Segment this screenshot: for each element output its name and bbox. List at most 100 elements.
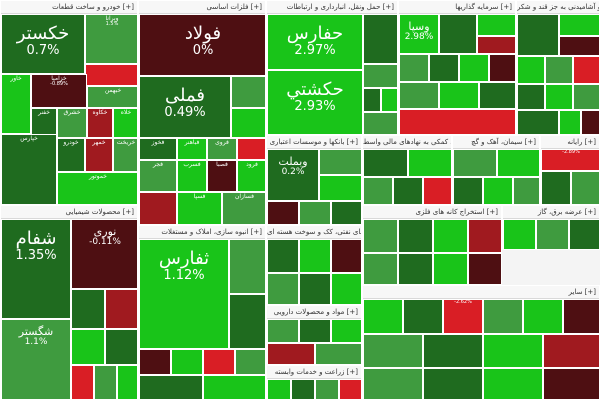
stock-tile[interactable] [363, 64, 397, 88]
sector-title[interactable]: محصولات غذایی و آشامیدنی به جز قند و شکر… [517, 1, 599, 14]
stock-tile[interactable] [477, 36, 515, 54]
stock-tile[interactable] [393, 177, 423, 204]
stock-tile[interactable] [543, 334, 599, 368]
stock-tile[interactable] [423, 334, 483, 368]
stock-tile[interactable] [403, 299, 443, 334]
stock-tile[interactable] [363, 14, 397, 64]
stock-tile[interactable] [105, 289, 137, 329]
stock-tile[interactable]: فجر [139, 160, 177, 192]
stock-tile[interactable] [363, 368, 423, 399]
stock-tile[interactable] [517, 14, 559, 56]
stock-tile[interactable] [423, 177, 451, 204]
stock-tile[interactable]: فباهنر [177, 138, 207, 160]
stock-tile[interactable] [71, 365, 94, 399]
stock-tile[interactable] [559, 110, 581, 134]
stock-tile[interactable] [267, 379, 291, 399]
stock-tile[interactable] [459, 54, 489, 82]
stock-tile[interactable]: -2.62% [443, 299, 483, 334]
sector-title[interactable]: فعالیتهای کمکی به نهادهای مالی واسط [+] [363, 136, 451, 149]
stock-tile[interactable]: خمهر [85, 138, 113, 172]
stock-tile[interactable] [453, 177, 483, 204]
stock-tile[interactable] [581, 110, 599, 134]
stock-tile[interactable] [315, 343, 361, 364]
stock-tile[interactable] [398, 253, 433, 284]
stock-tile[interactable] [363, 299, 403, 334]
stock-tile[interactable] [483, 334, 543, 368]
stock-tile[interactable]: فرود [237, 160, 265, 192]
stock-tile[interactable] [536, 219, 569, 249]
stock-tile[interactable] [299, 273, 331, 304]
stock-tile[interactable] [363, 149, 408, 177]
stock-tile[interactable]: فولاد 0% [139, 14, 265, 76]
sector-title[interactable]: عرضه برق، گاز [+] [503, 206, 599, 219]
stock-tile[interactable] [363, 112, 397, 134]
stock-tile[interactable] [267, 273, 299, 304]
sector-title[interactable]: خودرو و ساخت قطعات [+] [1, 1, 137, 14]
stock-tile[interactable]: ثفارس 1.12% [139, 239, 229, 349]
sector-title[interactable]: سایر [+] [363, 286, 599, 299]
stock-tile[interactable] [453, 149, 497, 177]
stock-tile[interactable] [171, 349, 203, 375]
stock-tile[interactable] [235, 349, 265, 375]
stock-tile[interactable] [319, 149, 361, 175]
stock-tile[interactable]: حفارس 2.97% [267, 14, 363, 70]
stock-tile[interactable] [363, 334, 423, 368]
stock-tile[interactable] [489, 54, 515, 82]
stock-tile[interactable]: خموتور [57, 172, 137, 204]
stock-tile[interactable] [563, 299, 599, 334]
stock-tile[interactable] [71, 289, 105, 329]
stock-tile[interactable] [331, 319, 361, 343]
stock-tile[interactable] [117, 365, 137, 399]
stock-tile[interactable] [483, 368, 543, 399]
stock-tile[interactable] [503, 219, 536, 249]
stock-tile[interactable] [433, 253, 468, 284]
stock-tile[interactable]: خودرو [57, 138, 85, 172]
stock-tile[interactable] [203, 349, 235, 375]
stock-tile[interactable]: فسرب [177, 160, 207, 192]
stock-tile[interactable] [291, 379, 315, 399]
stock-tile[interactable] [299, 239, 331, 273]
stock-tile[interactable] [94, 365, 117, 399]
stock-tile[interactable] [105, 329, 137, 365]
sector-title[interactable]: محصولات شیمیایی [+] [1, 206, 137, 219]
stock-tile[interactable] [267, 343, 315, 364]
sector-title[interactable]: فراورده های نفتی، کک و سوخت هسته ای [+] [267, 226, 361, 239]
stock-tile[interactable] [559, 36, 599, 56]
stock-tile[interactable] [231, 108, 265, 138]
stock-tile[interactable] [439, 14, 477, 54]
sector-title[interactable]: استخراج کانه های فلزی [+] [363, 206, 501, 219]
stock-tile[interactable] [439, 82, 479, 109]
stock-tile[interactable] [569, 219, 599, 249]
stock-tile[interactable]: خپارس [1, 134, 57, 204]
stock-tile[interactable] [315, 379, 339, 399]
stock-tile[interactable] [398, 219, 433, 253]
stock-tile[interactable] [571, 171, 599, 204]
stock-tile[interactable] [408, 149, 451, 177]
stock-tile[interactable]: فصبا [207, 160, 237, 192]
stock-tile[interactable] [483, 177, 513, 204]
stock-tile[interactable] [267, 319, 299, 343]
stock-tile[interactable]: نوری -0.11% [71, 219, 137, 289]
sector-title[interactable]: بانکها و موسسات اعتباری [+] [267, 136, 361, 149]
stock-tile[interactable] [517, 84, 545, 110]
stock-tile[interactable]: وبرانا 1.5% [85, 14, 137, 64]
stock-tile[interactable] [299, 319, 331, 343]
stock-tile[interactable] [331, 201, 361, 224]
stock-tile[interactable]: فخوز [139, 138, 177, 160]
stock-tile[interactable] [559, 14, 599, 36]
stock-tile[interactable] [363, 88, 381, 112]
stock-tile[interactable] [139, 349, 171, 375]
sector-title[interactable]: حمل ونقل، انبارداری و ارتباطات [+] [267, 1, 397, 14]
stock-tile[interactable] [545, 84, 573, 110]
stock-tile[interactable] [299, 201, 331, 224]
stock-tile[interactable] [339, 379, 361, 399]
stock-tile[interactable] [523, 299, 563, 334]
stock-tile[interactable] [468, 253, 501, 284]
stock-tile[interactable] [477, 14, 515, 36]
stock-tile[interactable]: شفام 1.35% [1, 219, 71, 319]
stock-tile[interactable] [517, 110, 559, 134]
stock-tile[interactable] [545, 56, 573, 84]
sector-title[interactable]: سرمایه گذاریها [+] [399, 1, 515, 14]
stock-tile[interactable]: فروی [207, 138, 237, 160]
stock-tile[interactable] [517, 56, 545, 84]
